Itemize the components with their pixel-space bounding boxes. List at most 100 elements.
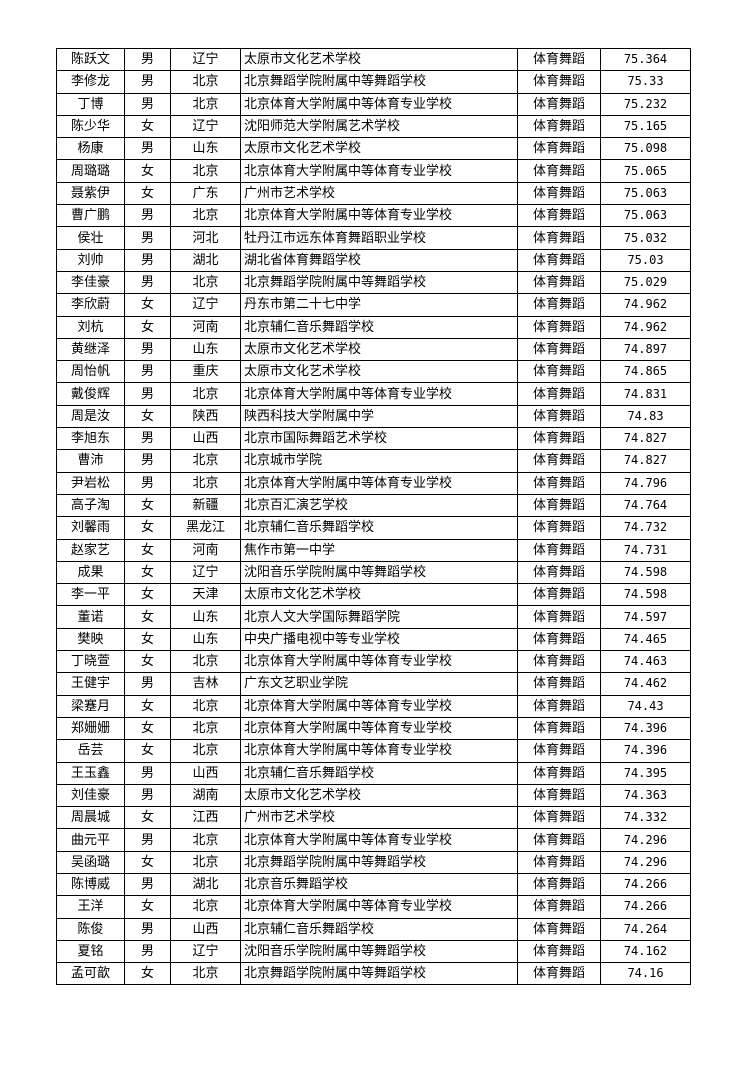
score-cell: 74.462 [600,672,691,696]
gender-cell: 男 [124,47,171,72]
table-row: 王健宇男吉林 广东文艺职业学院 体育舞蹈 74.462 [56,672,691,696]
score-cell: 75.165 [600,114,691,139]
score-cell: 74.83 [600,404,691,429]
category-cell: 体育舞蹈 [517,293,601,317]
table-row: 刘杭女河南 北京辅仁音乐舞蹈学校 体育舞蹈 74.962 [56,315,691,339]
table-row: 王洋女北京 北京体育大学附属中等体育专业学校 体育舞蹈 74.266 [56,895,691,919]
school-cell: 北京舞蹈学院附属中等舞蹈学校 [240,850,518,874]
score-cell: 74.16 [600,962,691,986]
gender-cell: 女 [124,404,171,429]
gender-cell: 女 [124,605,171,629]
school-cell: 北京音乐舞蹈学校 [240,872,518,897]
province-cell: 湖南 [170,783,241,808]
student-name-cell: 刘杭 [56,315,125,339]
student-name-cell: 吴函璐 [56,850,125,874]
province-cell: 北京 [170,739,241,763]
category-cell: 体育舞蹈 [517,337,601,362]
province-cell: 北京 [170,92,241,116]
student-name-cell: 王健宇 [56,672,125,696]
category-cell: 体育舞蹈 [517,939,601,964]
score-cell: 74.463 [600,650,691,674]
gender-cell: 男 [124,828,171,852]
student-name-cell: 刘帅 [56,248,125,272]
category-cell: 体育舞蹈 [517,850,601,874]
category-cell: 体育舞蹈 [517,583,601,607]
province-cell: 北京 [170,850,241,874]
province-cell: 山东 [170,627,241,652]
table-row: 陈俊男山西 北京辅仁音乐舞蹈学校 体育舞蹈 74.264 [56,917,691,941]
score-cell: 74.396 [600,739,691,763]
table-row: 赵家艺女河南 焦作市第一中学 体育舞蹈 74.731 [56,538,691,562]
score-cell: 75.063 [600,204,691,228]
school-cell: 沈阳音乐学院附属中等舞蹈学校 [240,939,518,964]
gender-cell: 男 [124,427,171,451]
student-name-cell: 周怡帆 [56,360,125,384]
gender-cell: 男 [124,471,171,495]
student-name-cell: 陈跃文 [56,47,125,72]
province-cell: 北京 [170,895,241,919]
gender-cell: 男 [124,270,171,295]
school-cell: 北京舞蹈学院附属中等舞蹈学校 [240,962,518,986]
student-name-cell: 陈俊 [56,917,125,941]
score-cell: 75.063 [600,181,691,206]
score-cell: 74.43 [600,694,691,718]
school-cell: 太原市文化艺术学校 [240,137,518,161]
province-cell: 北京 [170,382,241,406]
student-name-cell: 曹沛 [56,449,125,473]
school-cell: 北京体育大学附属中等体育专业学校 [240,895,518,919]
category-cell: 体育舞蹈 [517,360,601,384]
school-cell: 北京体育大学附属中等体育专业学校 [240,471,518,495]
category-cell: 体育舞蹈 [517,872,601,897]
score-cell: 74.764 [600,493,691,518]
student-name-cell: 丁晓萱 [56,650,125,674]
province-cell: 北京 [170,828,241,852]
gender-cell: 女 [124,962,171,986]
school-cell: 太原市文化艺术学校 [240,783,518,808]
category-cell: 体育舞蹈 [517,248,601,272]
school-cell: 沈阳师范大学附属艺术学校 [240,114,518,139]
score-cell: 74.865 [600,360,691,384]
student-name-cell: 成果 [56,560,125,585]
student-name-cell: 赵家艺 [56,538,125,562]
province-cell: 北京 [170,449,241,473]
school-cell: 北京城市学院 [240,449,518,473]
table-row: 梁蹇月女北京 北京体育大学附属中等体育专业学校 体育舞蹈 74.43 [56,694,691,718]
province-cell: 湖北 [170,248,241,272]
gender-cell: 男 [124,917,171,941]
gender-cell: 男 [124,783,171,808]
school-cell: 湖北省体育舞蹈学校 [240,248,518,272]
table-row: 夏铭男辽宁 沈阳音乐学院附属中等舞蹈学校 体育舞蹈 74.162 [56,939,691,964]
score-cell: 74.598 [600,560,691,585]
category-cell: 体育舞蹈 [517,70,601,94]
school-cell: 北京体育大学附属中等体育专业学校 [240,828,518,852]
category-cell: 体育舞蹈 [517,806,601,830]
school-cell: 北京人文大学国际舞蹈学院 [240,605,518,629]
school-cell: 北京体育大学附属中等体育专业学校 [240,204,518,228]
table-row: 成果女辽宁 沈阳音乐学院附属中等舞蹈学校 体育舞蹈 74.598 [56,560,691,585]
score-cell: 74.332 [600,806,691,830]
category-cell: 体育舞蹈 [517,895,601,919]
score-cell: 74.162 [600,939,691,964]
score-cell: 74.827 [600,427,691,451]
gender-cell: 男 [124,939,171,964]
category-cell: 体育舞蹈 [517,516,601,540]
school-cell: 北京体育大学附属中等体育专业学校 [240,382,518,406]
province-cell: 黑龙江 [170,516,241,540]
table-row: 陈少华女辽宁 沈阳师范大学附属艺术学校 体育舞蹈 75.165 [56,114,691,139]
category-cell: 体育舞蹈 [517,650,601,674]
category-cell: 体育舞蹈 [517,560,601,585]
province-cell: 山东 [170,605,241,629]
table-row: 刘帅男湖北 湖北省体育舞蹈学校 体育舞蹈 75.03 [56,248,691,272]
province-cell: 吉林 [170,672,241,696]
gender-cell: 女 [124,739,171,763]
school-cell: 北京辅仁音乐舞蹈学校 [240,761,518,785]
student-name-cell: 周晨城 [56,806,125,830]
student-name-cell: 夏铭 [56,939,125,964]
school-cell: 北京辅仁音乐舞蹈学校 [240,917,518,941]
school-cell: 陕西科技大学附属中学 [240,404,518,429]
school-cell: 太原市文化艺术学校 [240,47,518,72]
table-row: 曹沛男北京 北京城市学院 体育舞蹈 74.827 [56,449,691,473]
score-cell: 75.098 [600,137,691,161]
score-cell: 74.827 [600,449,691,473]
score-cell: 74.731 [600,538,691,562]
